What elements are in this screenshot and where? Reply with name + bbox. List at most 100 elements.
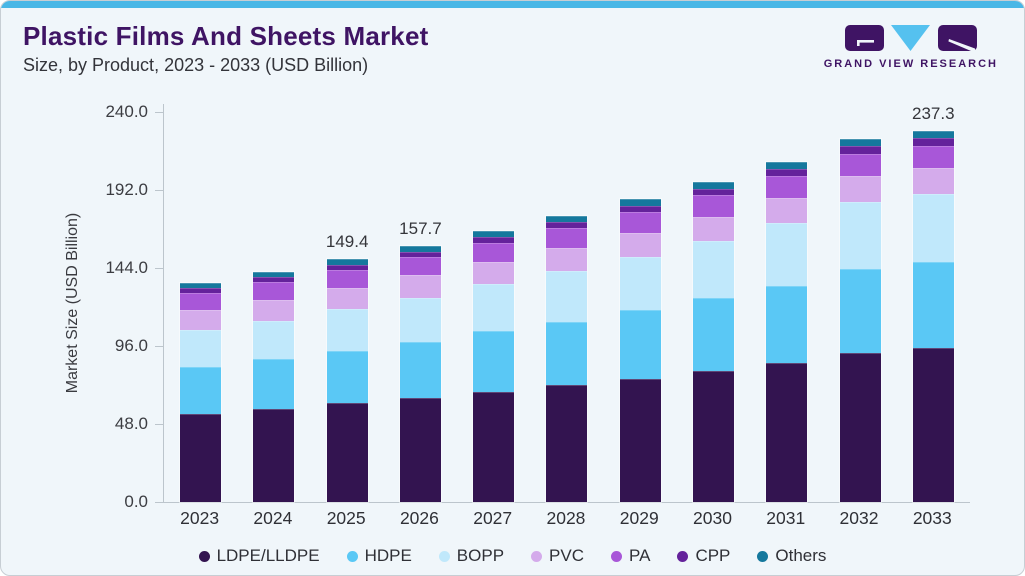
logo-v-triangle [890,25,930,51]
bar-segment-bopp [546,271,588,323]
bar-column-2030 [677,104,750,502]
bars-container: 149.4 157.7 237.3 [164,104,970,503]
bar-column-2024 [237,104,310,502]
y-axis-tick-label: 240.0 [105,102,148,122]
y-axis-tick-mark [155,502,164,503]
bar-stack-2033 [912,131,954,502]
x-axis-label-2030: 2030 [693,508,732,528]
bar-segment-pa [766,175,808,199]
bar-segment-ldpe-lldpe [253,408,295,502]
bar-stack-2027 [473,230,515,502]
legend-dot-hdpe [346,550,358,562]
header: Plastic Films And Sheets Market Size, by… [1,8,1024,96]
y-axis-tick-label: 192.0 [105,180,148,200]
legend-dot-ldpe-lldpe [198,550,210,562]
title-block: Plastic Films And Sheets Market Size, by… [23,21,428,76]
bar-segment-hdpe [619,310,661,379]
bar-segment-pa [839,153,881,177]
bar-segment-others [912,131,954,139]
bar-stack-2028 [546,215,588,502]
bar-segment-hdpe [473,331,515,392]
legend-dot-others [757,550,769,562]
bar-segment-cpp [912,138,954,146]
bar-segment-pa [473,242,515,262]
bar-column-2025: 149.4 [311,104,384,502]
bar-segment-others [766,161,808,169]
bar-stack-2026 [399,245,441,502]
bar-segment-bopp [839,202,881,270]
bar-segment-cpp [546,222,588,229]
logo-r-block [937,25,977,51]
x-axis-label-2029: 2029 [619,508,659,528]
bar-segment-hdpe [326,350,368,404]
bar-stack-2031 [766,161,808,502]
y-axis-tick-mark [155,190,164,192]
bar-segment-others [253,271,295,278]
legend-label-pa: PA [629,546,651,565]
bar-segment-pa [180,292,222,311]
bar-segment-ldpe-lldpe [326,403,368,502]
bar-segment-bopp [473,284,515,332]
bar-column-2033: 237.3 [897,104,970,502]
y-axis-tick-label: 144.0 [105,258,148,278]
bar-segment-hdpe [692,298,734,372]
bar-stack-2025 [326,259,368,502]
bar-segment-pvc [839,176,881,203]
x-axis-label-2027: 2027 [473,508,513,528]
logo-g-block [844,25,884,51]
bar-segment-pvc [399,275,441,298]
bar-segment-ldpe-lldpe [839,353,881,503]
bar-segment-pa [326,270,368,288]
bar-segment-ldpe-lldpe [692,371,734,502]
bar-segment-ldpe-lldpe [180,414,222,502]
bar-segment-others [839,138,881,147]
legend-item-others: Others [757,546,826,566]
legend-item-cpp: CPP [677,546,730,566]
bar-segment-cpp [692,188,734,196]
bar-segment-pa [692,195,734,217]
legend-dot-pa [611,550,623,562]
bar-segment-pa [912,145,954,168]
bar-segment-pa [619,212,661,233]
bar-column-2023 [164,104,237,502]
bar-stack-2024 [253,271,295,502]
bar-column-2026: 157.7 [384,104,457,502]
legend-item-hdpe: HDPE [346,546,412,566]
y-axis-tick-mark [155,268,164,270]
x-axis-label-2031: 2031 [766,508,806,528]
bar-segment-cpp [326,264,368,271]
bar-segment-ldpe-lldpe [766,362,808,502]
bar-stack-2029 [619,199,661,502]
legend: LDPE/LLDPE HDPE BOPP PVC PA CPP Others [1,546,1024,566]
bar-column-2028 [530,104,603,502]
bar-segment-others [692,181,734,189]
bar-column-2032 [823,104,896,503]
bar-segment-cpp [619,206,661,213]
logo-mark [844,25,977,51]
legend-item-pa: PA [611,546,650,566]
bar-segment-pvc [180,310,222,331]
logo-wordmark: GRAND VIEW RESEARCH [823,58,998,70]
legend-dot-pvc [531,550,543,562]
bar-segment-pvc [253,300,295,321]
y-axis-tick-mark [155,424,164,426]
legend-item-bopp: BOPP [438,546,505,566]
bar-segment-bopp [692,241,734,299]
bar-segment-cpp [180,288,222,293]
bar-stack-2032 [839,138,881,503]
bar-segment-ldpe-lldpe [399,397,441,502]
bar-stack-2023 [180,283,222,502]
bar-segment-cpp [473,236,515,243]
y-axis-title: Market Size (USD Billion) [64,212,81,394]
bar-segment-pvc [473,261,515,285]
x-axis-label-2024: 2024 [253,508,293,528]
bar-segment-cpp [766,168,808,176]
x-axis-label-2026: 2026 [399,508,439,528]
bar-segment-others [546,215,588,223]
legend-label-bopp: BOPP [456,546,505,565]
legend-dot-bopp [438,550,450,562]
bar-segment-pa [546,228,588,249]
bar-segment-hdpe [912,262,954,349]
